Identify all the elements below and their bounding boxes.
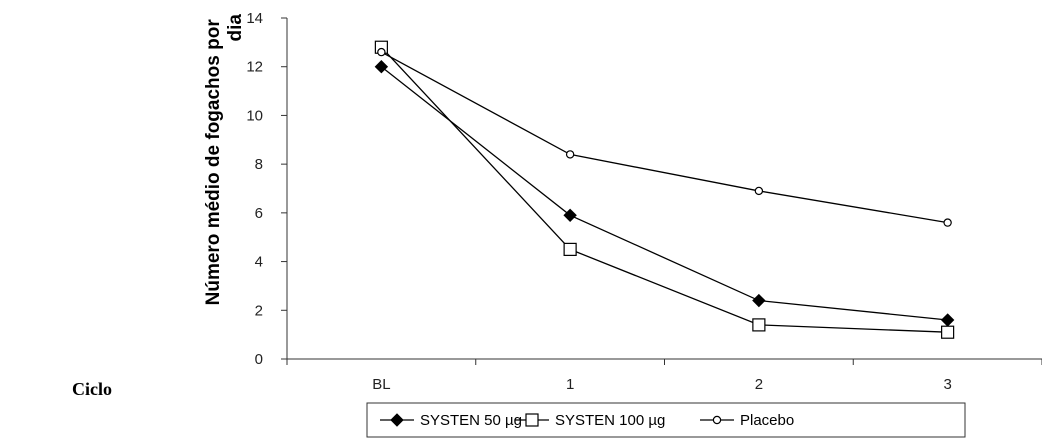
legend-entry-1: SYSTEN 50 µg: [380, 412, 522, 429]
data-point: [374, 60, 389, 74]
data-point: [563, 208, 577, 222]
data-point: [754, 186, 764, 196]
legend: SYSTEN 50 µg SYSTEN 100 µg Placebo: [366, 402, 966, 438]
legend-label: Placebo: [740, 412, 794, 429]
legend-marker: [390, 413, 404, 427]
data-point: [377, 47, 386, 57]
x-ticks: BL 1 2 3: [286, 359, 1042, 393]
legend-box: [366, 402, 966, 438]
legend-marker: [525, 413, 539, 427]
data-point: [943, 218, 952, 227]
x-tick-label: 2: [755, 376, 763, 393]
y-tick-label: 14: [246, 10, 263, 27]
y-tick-label: 6: [255, 205, 263, 222]
y-tick-label: 10: [246, 107, 263, 124]
legend-entry-2: SYSTEN 100 µg: [515, 412, 665, 429]
legend-label: SYSTEN 50 µg: [420, 412, 522, 429]
series-3: [377, 47, 952, 227]
y-axis-title-line1: Número médio de fogachos por: [203, 19, 224, 306]
y-axis-title-line2: dia: [225, 14, 246, 42]
series-1: [374, 60, 955, 327]
y-tick-label: 12: [246, 59, 263, 76]
x-tick-label: 1: [566, 376, 574, 393]
x-tick-label: BL: [372, 376, 390, 393]
data-point: [563, 242, 577, 256]
legend-label: SYSTEN 100 µg: [555, 412, 665, 429]
y-tick-label: 4: [255, 254, 263, 271]
side-label: Ciclo: [72, 379, 112, 399]
axes: [286, 18, 1042, 360]
y-tick-label: 2: [255, 302, 263, 319]
legend-entry-3: Placebo: [700, 412, 794, 429]
series-line: [380, 66, 948, 321]
y-tick-label: 8: [255, 156, 263, 173]
legend-marker: [712, 415, 722, 425]
data-point: [752, 293, 766, 308]
y-ticks: 0 2 4 6 8 10 12 14: [246, 10, 287, 368]
y-axis-title: Número médio de fogachos por dia: [203, 14, 246, 306]
data-point: [565, 150, 575, 159]
series-2: [374, 40, 955, 339]
series-line: [380, 46, 948, 333]
series-group: [374, 40, 955, 339]
data-point: [941, 325, 955, 339]
y-tick-label: 0: [255, 351, 263, 368]
series-line: [381, 51, 948, 224]
data-point: [940, 313, 955, 327]
data-point: [752, 318, 766, 332]
x-tick-label: 3: [943, 376, 951, 393]
